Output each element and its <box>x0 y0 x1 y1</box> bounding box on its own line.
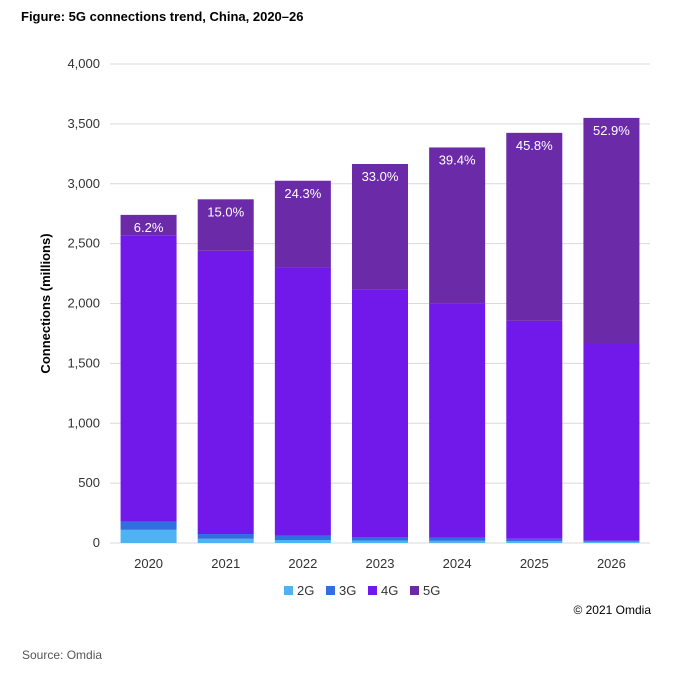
bar-2g-2025 <box>506 541 563 543</box>
bar-4g-2026 <box>583 343 640 541</box>
bar-2g-2021 <box>197 538 254 543</box>
x-axis-ticks: 2020 2021 2022 2023 2024 2025 2026 <box>134 556 626 571</box>
y-tick-label: 3,000 <box>67 176 100 191</box>
bar-4g-2025 <box>506 320 563 539</box>
legend-swatch-3g <box>326 586 335 595</box>
legend-swatch-5g <box>410 586 419 595</box>
bar-5g-2022 <box>274 180 331 268</box>
bar-3g-2021 <box>197 534 254 539</box>
y-tick-label: 4,000 <box>67 56 100 71</box>
bar-2g-2026 <box>583 541 640 543</box>
legend: 2G 3G 4G 5G <box>284 583 440 598</box>
bar-5g-2020 <box>120 214 177 236</box>
bar-3g-2024 <box>429 537 486 541</box>
bar-3g-2022 <box>274 535 331 541</box>
bar-2g-2023 <box>352 540 408 543</box>
data-label-2025: 45.8% <box>516 138 553 153</box>
x-tick-label: 2025 <box>520 556 549 571</box>
source-note: Source: Omdia <box>22 648 103 662</box>
bar-4g-2021 <box>197 250 254 535</box>
legend-label-2g: 2G <box>297 583 314 598</box>
bar-3g-2025 <box>506 538 563 542</box>
y-axis-ticks: 0 500 1,000 1,500 2,000 2,500 3,000 3,500 4,000 <box>67 56 100 550</box>
y-tick-label: 2,500 <box>67 236 100 251</box>
x-tick-label: 2026 <box>597 556 626 571</box>
copyright: © 2021 Omdia <box>573 603 651 617</box>
bar-5g-2021 <box>197 199 254 251</box>
bar-2g-2024 <box>429 540 486 543</box>
bar-4g-2023 <box>352 289 408 538</box>
bar-3g-2023 <box>352 537 408 541</box>
bar-5g-2023 <box>352 163 408 290</box>
y-tick-label: 1,500 <box>67 355 100 370</box>
bar-2g-2020 <box>120 529 177 543</box>
legend-swatch-2g <box>284 586 293 595</box>
bar-5g-2026 <box>583 117 640 344</box>
bar-4g-2024 <box>429 303 486 538</box>
figure-title: Figure: 5G connections trend, China, 202… <box>21 9 304 24</box>
bar-3g-2020 <box>120 521 177 530</box>
x-tick-label: 2023 <box>366 556 395 571</box>
bar-5g-2024 <box>429 147 486 304</box>
y-axis-label: Connections (millions) <box>38 233 53 373</box>
bars <box>120 117 640 543</box>
y-tick-label: 1,000 <box>67 415 100 430</box>
legend-swatch-4g <box>368 586 377 595</box>
bar-3g-2026 <box>583 540 640 542</box>
x-tick-label: 2020 <box>134 556 163 571</box>
chart: 05001,0001,5002,0002,5003,0003,5004,000 … <box>38 56 650 598</box>
data-label-2021: 15.0% <box>207 204 244 219</box>
legend-label-5g: 5G <box>423 583 440 598</box>
data-label-2024: 39.4% <box>439 152 476 167</box>
x-tick-label: 2024 <box>443 556 472 571</box>
x-tick-label: 2022 <box>288 556 317 571</box>
y-tick-label: 3,500 <box>67 116 100 131</box>
y-tick-label: 2,000 <box>67 296 100 311</box>
bar-4g-2022 <box>274 267 331 536</box>
data-label-2020: 6.2% <box>134 220 164 235</box>
data-label-2022: 24.3% <box>284 186 321 201</box>
x-tick-label: 2021 <box>211 556 240 571</box>
legend-label-4g: 4G <box>381 583 398 598</box>
legend-label-3g: 3G <box>339 583 356 598</box>
bar-5g-2025 <box>506 132 563 321</box>
bar-2g-2022 <box>274 540 331 543</box>
y-tick-label: 500 <box>78 475 100 490</box>
bar-4g-2020 <box>120 235 177 522</box>
y-tick-label: 0 <box>93 535 100 550</box>
data-label-2023: 33.0% <box>362 169 399 184</box>
data-label-2026: 52.9% <box>593 123 630 138</box>
data-labels: 6.2% 15.0% 24.3% 33.0% 39.4% 45.8% 52.9% <box>134 123 631 235</box>
